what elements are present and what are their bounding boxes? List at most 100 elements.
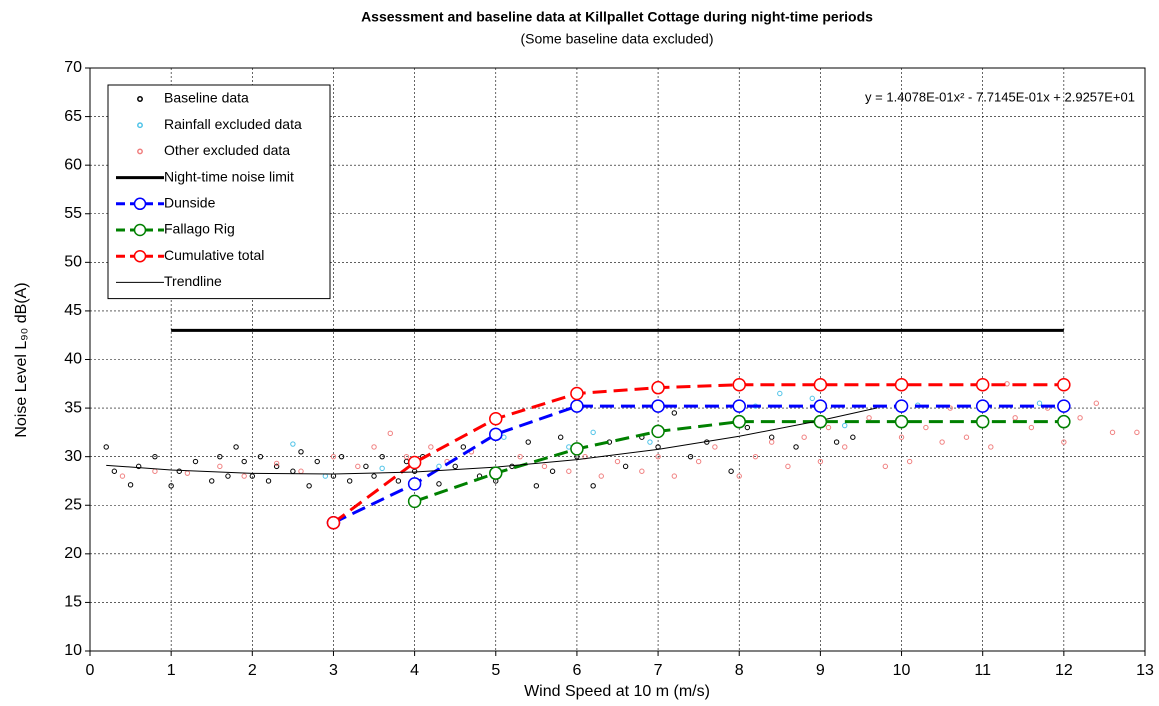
line-marker [407,455,422,470]
scatter-point [192,458,199,465]
line-marker [489,412,503,426]
legend-label: Cumulative total [164,247,264,263]
y-tick-label: 70 [64,59,82,76]
line-marker [651,399,665,413]
scatter-point [217,453,223,460]
scatter-point [346,478,353,484]
scatter-point [135,463,142,470]
scatter-point [533,483,540,489]
scatter-point [209,478,215,484]
scatter-point [379,453,385,460]
line-marker [570,442,584,456]
x-tick-label: 0 [86,662,95,679]
scatter-point [1134,429,1140,436]
scatter-point [290,441,296,447]
chart-subtitle: (Some baseline data excluded) [520,31,713,47]
x-tick-label: 10 [893,662,911,679]
legend-label: Rainfall excluded data [164,116,302,132]
x-tick-label: 12 [1055,662,1073,679]
legend-label: Dunside [164,195,216,211]
scatter-point [1028,424,1035,431]
line-marker [651,424,665,439]
legend-marker [137,148,143,155]
legend-label: Trendline [164,273,222,289]
scatter-point [363,463,369,470]
x-tick-label: 1 [167,662,176,679]
y-tick-label: 25 [64,496,82,513]
x-tick-label: 9 [816,662,825,679]
line-marker [1057,378,1071,392]
line-marker [813,378,828,392]
x-tick-label: 11 [974,662,991,679]
scatter-point [1061,439,1067,445]
line-marker [651,380,665,395]
scatter-point [379,465,385,472]
dashed-series-line [332,383,1064,524]
scatter-point [898,434,905,440]
scatter-point [395,478,402,484]
legend-label: Other excluded data [164,142,290,158]
scatter-point [355,463,361,470]
legend-label: Night-time noise limit [164,168,294,184]
scatter-point [777,390,783,397]
scatter-point [671,410,678,416]
scatter-point [176,468,182,474]
scatter-point [712,444,718,450]
scatter-point [850,434,856,440]
scatter-point [923,424,929,431]
line-marker [407,494,422,509]
scatter-point [371,444,377,450]
line-marker [975,378,990,392]
scatter-point [127,482,134,488]
scatter-point [1036,400,1043,406]
scatter-point [403,453,410,460]
line-marker [489,427,503,442]
scatter-point [639,468,645,474]
scatter-point [1093,400,1100,406]
chart-title: Assessment and baseline data at Killpall… [361,9,873,25]
line-marker [489,466,503,480]
scatter-point [590,429,596,436]
scatter-point [947,405,953,411]
scatter-point [752,453,759,460]
legend-box [107,84,331,300]
y-tick-label: 20 [64,545,82,562]
scatter-point [785,463,791,470]
scatter-point [298,449,304,455]
scatter-point [452,463,458,470]
legend-marker [133,223,147,237]
line-marker [407,477,422,491]
x-axis-label: Wind Speed at 10 m (m/s) [524,683,710,700]
scatter-point [549,468,556,474]
scatter-point [257,453,264,460]
scatter-point [517,453,523,460]
scatter-point [671,473,678,479]
x-tick-label: 5 [491,662,500,679]
line-marker [732,378,746,392]
x-tick-label: 4 [410,662,419,679]
y-tick-label: 45 [64,302,82,319]
y-tick-label: 35 [64,399,82,416]
y-tick-label: 65 [64,108,82,125]
legend-label: Fallago Rig [164,221,235,237]
line-marker [894,399,909,413]
scatter-point [801,434,807,440]
x-tick-label: 8 [735,662,744,679]
legend-label: Baseline data [164,90,249,106]
scatter-point [842,422,848,429]
scatter-point [939,439,945,445]
y-tick-label: 15 [64,594,82,611]
scatter-point [330,453,337,460]
line-marker [326,515,341,530]
scatter-point [103,444,109,450]
legend-marker [133,197,147,211]
y-tick-label: 30 [64,448,82,465]
scatter-point [744,424,751,431]
scatter-point [1012,415,1018,421]
scatter-point [768,439,775,445]
scatter-point [387,430,393,437]
line-marker [894,378,909,392]
scatter-point [541,463,548,470]
scatter-point [557,434,564,440]
line-marker [1057,399,1071,413]
